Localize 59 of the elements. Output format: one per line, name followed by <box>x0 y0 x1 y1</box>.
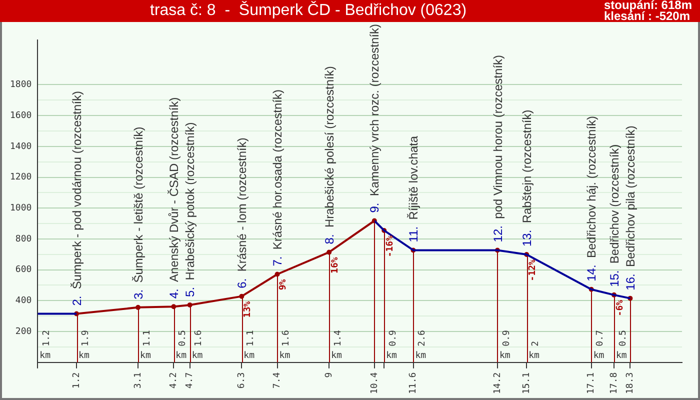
annotation: 1.1 km <box>140 330 152 362</box>
annotation: 1.2 km <box>40 330 52 362</box>
y-tick-label: 1400 <box>10 142 32 152</box>
x-tick-label: 4.7 <box>185 372 196 389</box>
x-tick-label: 11.6 <box>408 372 419 394</box>
annotation: 0.7 km <box>593 330 606 362</box>
annotation: 2. Šumperk - pod vodárnou (rozcestník) <box>70 90 84 306</box>
y-tick-label: 600 <box>15 265 32 276</box>
annotation: 13% <box>243 300 253 318</box>
annotation: -12% <box>528 258 538 282</box>
annotation: 9% <box>278 278 289 290</box>
x-tick-label: 9 <box>324 372 334 378</box>
annotation: 14. Bedřichov háj. (rozcestník) <box>584 116 599 282</box>
annotation: 7. Krásné hor.osada (rozcestník) <box>270 90 285 266</box>
annotation: 0.5 km <box>616 330 628 362</box>
x-tick-label: 3.1 <box>133 372 144 389</box>
chart-title: trasa č: 8 - Šumperk ČD - Bedřichov (0623) <box>150 2 467 20</box>
y-tick-label: 1600 <box>10 110 32 121</box>
x-tick-label: 17.8 <box>609 372 620 394</box>
annotation: 16% <box>330 256 340 274</box>
annotation: 4. Anenský Dvůr - ČSAD (rozcestník) <box>166 97 181 299</box>
text: stoupání: 618m <box>604 0 692 12</box>
y-tick-label: 800 <box>15 234 32 244</box>
annotation: 6. Krásné - lom (rozcestník) <box>234 138 249 288</box>
annotation: 0.9 km <box>386 330 398 362</box>
annotation: 1.6 km <box>279 330 292 362</box>
annotation: 15. Bedřichov (rozcestník) <box>607 144 622 287</box>
annotation: 5. Hrabešický potok (rozcestník) <box>183 122 198 297</box>
annotation: 0.9 km <box>499 330 512 362</box>
annotation: 12. pod Vimnou horou (rozcestník) <box>490 54 505 242</box>
annotation: 9. Kamenný vrch rozc. (rozcestník) <box>368 24 382 213</box>
x-tick-label: 14.2 <box>492 372 503 394</box>
y-tick-label: 1800 <box>10 80 32 90</box>
x-tick-label: 17.1 <box>586 372 597 394</box>
annotation: 1.4 km <box>331 330 344 362</box>
annotation: 3. Šumperk - letiště (rozcestník) <box>131 126 146 300</box>
x-tick-label: 6.3 <box>237 372 247 389</box>
y-tick-label: 1000 <box>10 203 32 214</box>
annotation: 16. Bedřichov pila (rozcestník) <box>624 126 638 290</box>
annotation: 11. Říjiště lov.chata <box>406 136 421 242</box>
annotation: 13. Rabštejn (rozcestník) <box>520 110 534 247</box>
y-tick-label: 200 <box>15 326 32 337</box>
x-tick-label: 1.2 <box>72 372 82 389</box>
annotation: 2 km <box>528 340 541 362</box>
x-tick-label: 10.4 <box>370 372 380 394</box>
annotation: 1.1 km <box>244 330 256 362</box>
annotation: 2.6 km <box>415 330 428 362</box>
x-tick-label: 4.2 <box>169 372 180 389</box>
annotation: -6% <box>615 299 626 316</box>
annotation: 1.6 km <box>192 330 204 362</box>
annotation: 1.9 km <box>78 330 91 362</box>
y-tick-label: 400 <box>15 296 32 306</box>
x-tick-label: 15.1 <box>522 372 532 394</box>
annotation: 8. Hrabešické polesí (rozcestník) <box>322 66 336 244</box>
x-tick-label: 18.3 <box>626 372 636 394</box>
x-tick-label: 7.4 <box>272 372 283 389</box>
annotation: -16% <box>385 234 396 258</box>
y-tick-label: 1200 <box>10 172 32 183</box>
annotation: 0.5 km <box>176 330 188 362</box>
